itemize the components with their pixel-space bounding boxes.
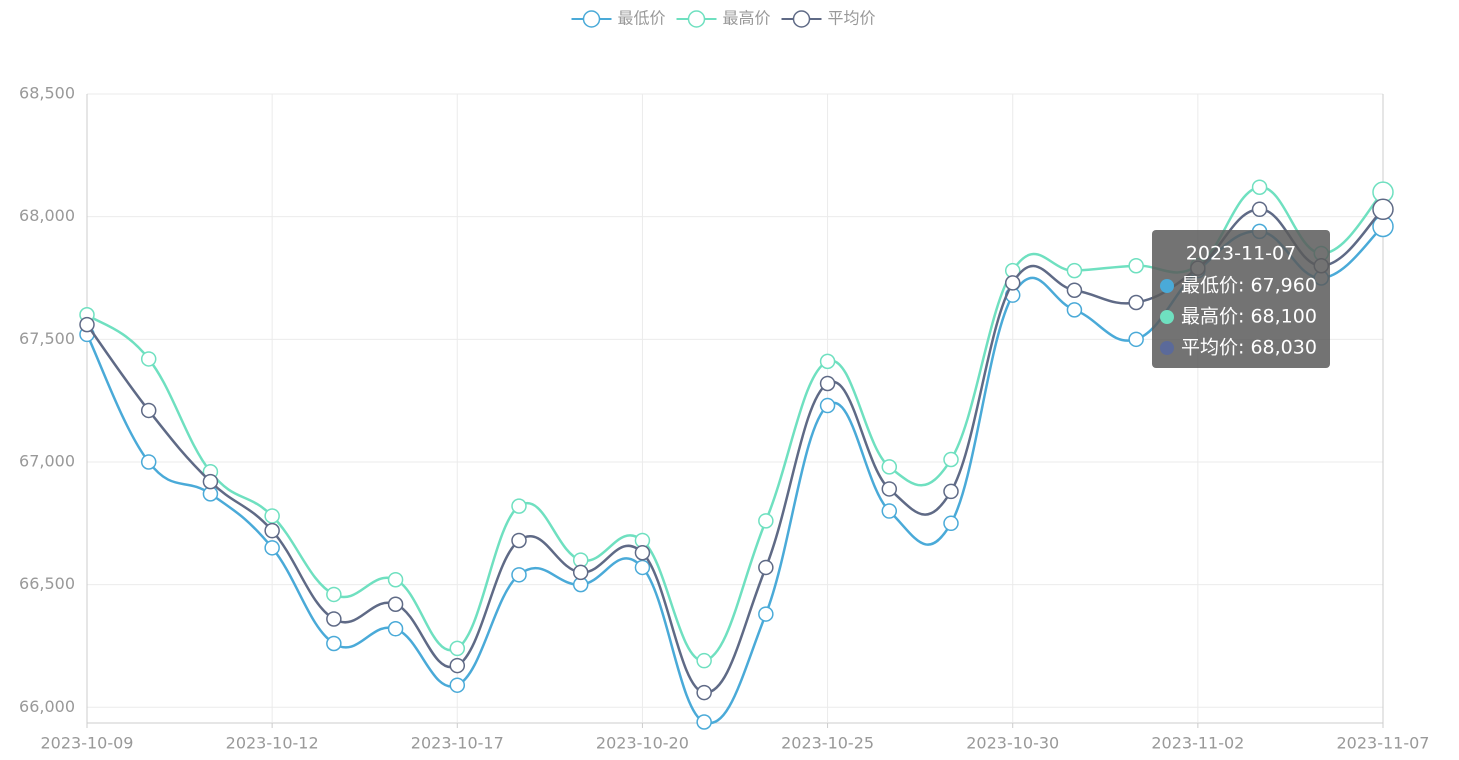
- data-point[interactable]: [387, 621, 404, 637]
- data-point[interactable]: [449, 640, 466, 657]
- x-tick-label: 2023-10-09: [41, 734, 134, 753]
- data-point[interactable]: [634, 559, 651, 576]
- data-point[interactable]: [449, 677, 466, 693]
- data-point[interactable]: [1128, 331, 1144, 348]
- data-point[interactable]: [1066, 282, 1083, 298]
- data-point[interactable]: [511, 567, 527, 583]
- legend-symbol: [792, 10, 811, 28]
- x-tick-label: 2023-10-25: [781, 734, 874, 753]
- y-tick-label: 66,000: [19, 697, 75, 716]
- data-point[interactable]: [264, 522, 280, 539]
- data-point[interactable]: [326, 611, 342, 627]
- tooltip-title: 2023-11-07: [1186, 243, 1296, 265]
- x-tick-label: 2023-10-20: [596, 734, 689, 753]
- y-tick-label: 67,000: [19, 451, 75, 470]
- x-tick-label: 2023-10-17: [411, 734, 504, 753]
- data-point[interactable]: [1128, 257, 1144, 274]
- data-point[interactable]: [943, 451, 959, 468]
- data-point[interactable]: [696, 684, 712, 701]
- x-tick-label: 2023-11-02: [1151, 734, 1244, 753]
- legend-label[interactable]: 平均价: [828, 9, 876, 28]
- data-point[interactable]: [449, 657, 466, 674]
- y-tick-label: 67,500: [19, 329, 75, 348]
- y-tick-label: 68,500: [19, 84, 75, 103]
- legend-label[interactable]: 最高价: [723, 9, 771, 28]
- data-point[interactable]: [881, 503, 898, 519]
- series-line: [86, 185, 1384, 662]
- legend-symbol: [687, 10, 706, 28]
- data-point[interactable]: [387, 596, 404, 612]
- data-point[interactable]: [202, 473, 219, 490]
- data-point[interactable]: [696, 714, 712, 730]
- data-point[interactable]: [264, 540, 280, 556]
- data-point[interactable]: [1004, 275, 1021, 291]
- data-point[interactable]: [696, 652, 712, 669]
- tooltip: 2023-11-07 最低价: 67,960 最高价: 68,100 平均价: 68,…: [1152, 230, 1330, 368]
- tooltip-row: 平均价: 68,030: [1181, 337, 1317, 359]
- data-point[interactable]: [758, 606, 774, 622]
- data-point[interactable]: [758, 559, 774, 576]
- data-point[interactable]: [140, 351, 157, 367]
- data-point[interactable]: [634, 544, 651, 561]
- data-point[interactable]: [943, 483, 959, 500]
- data-point[interactable]: [264, 508, 280, 524]
- data-point[interactable]: [326, 586, 342, 603]
- data-point[interactable]: [140, 402, 157, 419]
- data-point[interactable]: [1372, 198, 1394, 221]
- data-point[interactable]: [326, 635, 342, 652]
- data-point[interactable]: [387, 571, 404, 588]
- data-point[interactable]: [819, 397, 836, 414]
- data-point[interactable]: [1251, 201, 1268, 218]
- tooltip-dot: [1160, 279, 1174, 293]
- data-point[interactable]: [1128, 294, 1144, 311]
- x-tick-label: 2023-10-30: [966, 734, 1059, 753]
- y-tick-label: 66,500: [19, 574, 75, 593]
- data-point[interactable]: [819, 375, 836, 392]
- data-point[interactable]: [881, 481, 898, 497]
- x-tick-label: 2023-10-12: [226, 734, 319, 753]
- tooltip-dot: [1160, 310, 1174, 324]
- tooltip-dot: [1160, 341, 1174, 355]
- legend-label[interactable]: 最低价: [618, 9, 666, 28]
- data-point[interactable]: [1251, 179, 1268, 195]
- data-point[interactable]: [572, 564, 589, 581]
- legend-symbol: [582, 10, 601, 28]
- data-point[interactable]: [819, 353, 836, 370]
- data-point[interactable]: [943, 515, 959, 532]
- data-point[interactable]: [79, 316, 95, 333]
- tooltip-row: 最高价: 68,100: [1181, 306, 1317, 328]
- data-point[interactable]: [511, 498, 527, 514]
- data-point[interactable]: [511, 532, 527, 549]
- data-point[interactable]: [1066, 262, 1083, 279]
- data-point[interactable]: [140, 454, 157, 470]
- data-point[interactable]: [758, 513, 774, 529]
- data-point[interactable]: [881, 459, 898, 475]
- x-tick-label: 2023-11-07: [1337, 734, 1430, 753]
- tooltip-box: [1152, 230, 1330, 368]
- data-point[interactable]: [1066, 302, 1083, 318]
- y-tick-label: 68,000: [19, 206, 75, 225]
- tooltip-row: 最低价: 67,960: [1181, 275, 1317, 297]
